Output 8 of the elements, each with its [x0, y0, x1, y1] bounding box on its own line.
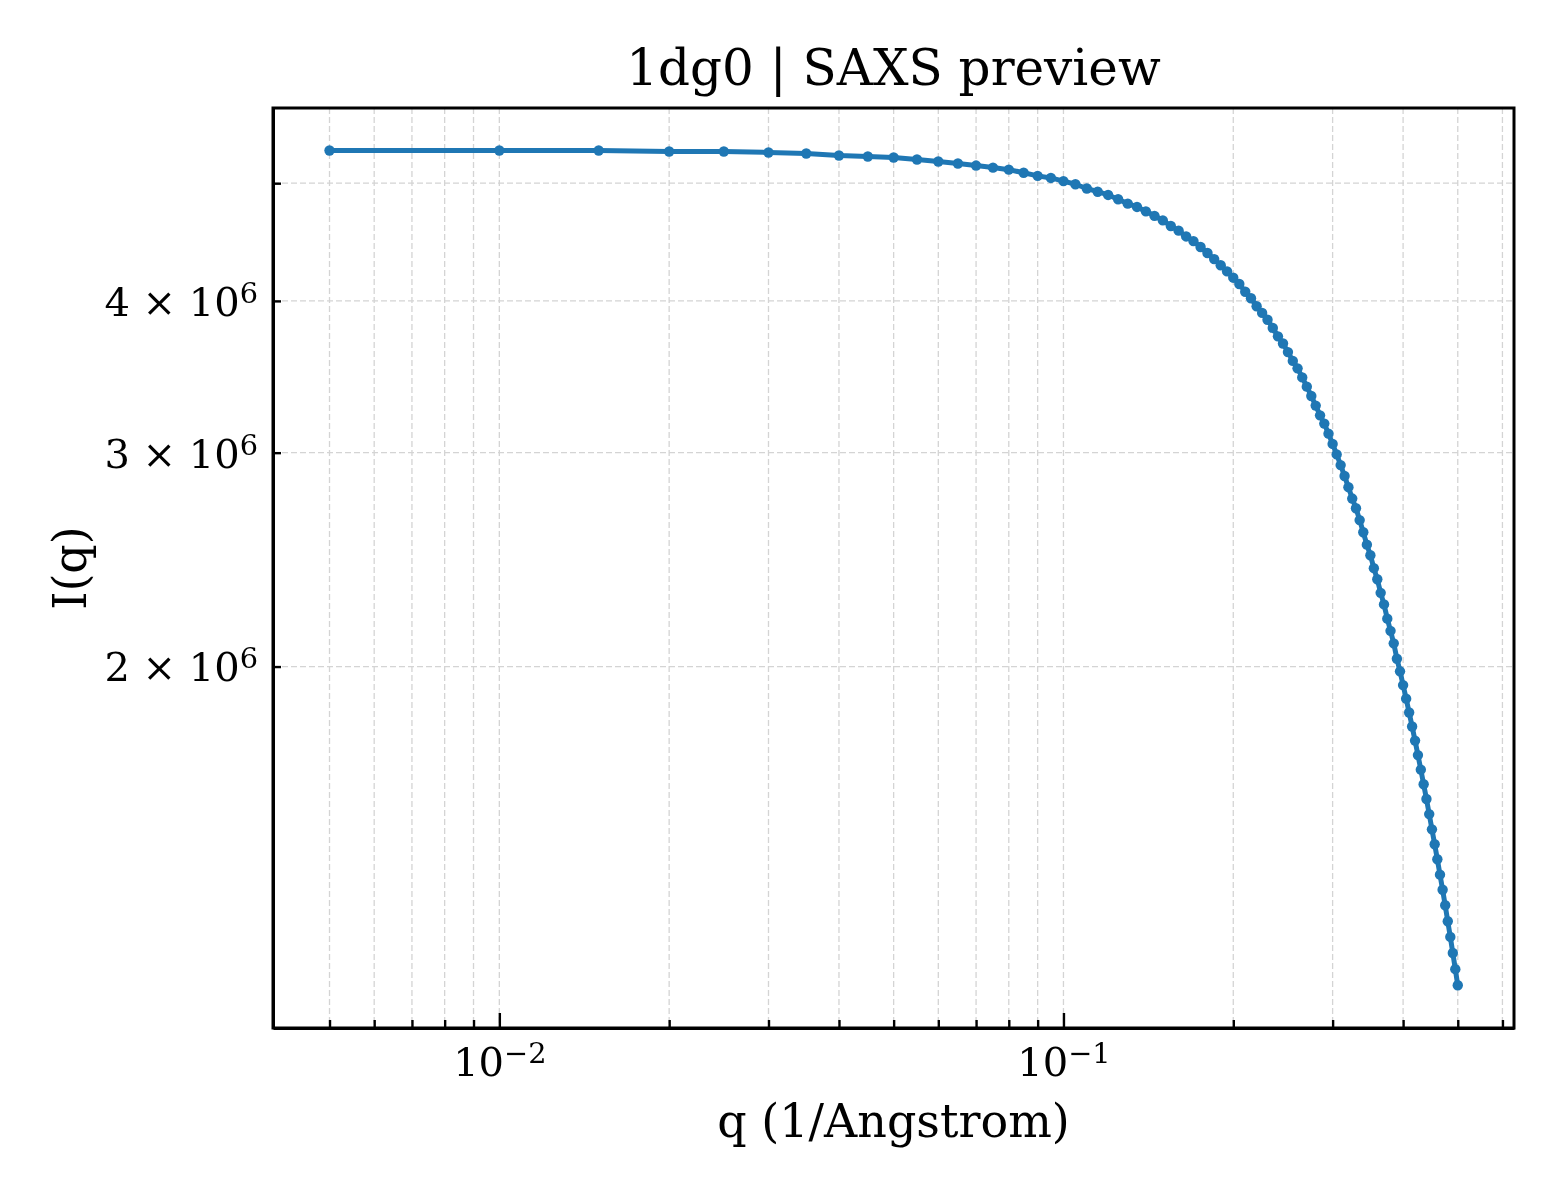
y-tick-label: 4 × 10$^{6}$ [104, 275, 258, 325]
y-tick-label: 2 × 10$^{6}$ [104, 641, 258, 691]
x-tick-label: 10$^{−2}$ [453, 1035, 547, 1085]
y-axis-title: I(q) [43, 526, 97, 610]
y-tick-label: 3 × 10$^{6}$ [104, 427, 258, 477]
x-axis-title: q (1/Angstrom) [717, 1094, 1070, 1148]
x-tick-label: 10$^{−1}$ [1017, 1035, 1111, 1085]
chart-title: 1dg0 | SAXS preview [626, 39, 1161, 97]
